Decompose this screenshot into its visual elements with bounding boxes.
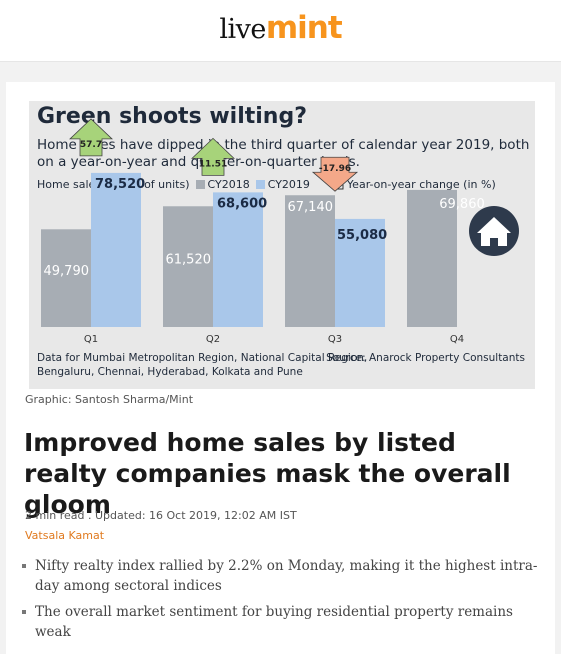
infographic-subtitle: Home sales have dipped in the third quar… bbox=[37, 137, 530, 170]
value-label-cy2018-q4: 69,860 bbox=[439, 197, 485, 212]
yoy-label-q1: 57.7 bbox=[80, 140, 102, 150]
legend-cy2018: CY2018 bbox=[207, 178, 250, 191]
yoy-down-arrow-icon bbox=[311, 156, 359, 192]
yoy-up-arrow-icon bbox=[191, 137, 235, 176]
value-label-cy2018-q2: 61,520 bbox=[166, 253, 212, 268]
value-label-cy2019-q3: 55,080 bbox=[337, 228, 387, 243]
value-label-cy2018-q3: 67,140 bbox=[288, 200, 334, 215]
category-label-q3: Q3 bbox=[328, 334, 342, 345]
legend-swatch-cy2018 bbox=[195, 180, 205, 189]
value-label-cy2019-q2: 68,600 bbox=[217, 196, 267, 211]
bar-cy2018-q3 bbox=[285, 195, 335, 327]
article-meta: 2 min read . Updated: 16 Oct 2019, 12:02… bbox=[25, 509, 297, 522]
site-header: livemint bbox=[0, 0, 561, 62]
data-source: Source: Anarock Property Consultants bbox=[326, 352, 525, 364]
value-label-cy2018-q1: 49,790 bbox=[44, 264, 90, 279]
livemint-logo[interactable]: livemint bbox=[0, 10, 561, 46]
home-sales-bar-chart: 78,520 49,790 Q1 57.7 68,600 61,520 Q2 11.51 55,… bbox=[41, 118, 519, 345]
author-link[interactable]: Vatsala Kamat bbox=[25, 529, 105, 542]
bar-cy2018-q1 bbox=[41, 229, 91, 327]
bullet-text: The overall market sentiment for buying … bbox=[35, 604, 513, 640]
summary-bullet: Nifty realty index rallied by 2.2% on Mo… bbox=[22, 556, 542, 596]
infographic-title: Green shoots wilting? bbox=[37, 104, 307, 129]
house-icon bbox=[469, 206, 519, 256]
category-label-q2: Q2 bbox=[206, 334, 220, 345]
logo-mint-text: mint bbox=[265, 10, 343, 46]
logo-live-text: live bbox=[219, 14, 266, 45]
legend-swatch-cy2019 bbox=[255, 180, 265, 189]
summary-bullets: Nifty realty index rallied by 2.2% on Mo… bbox=[22, 556, 542, 648]
summary-bullet: The overall market sentiment for buying … bbox=[22, 602, 542, 642]
bar-cy2018-q4 bbox=[407, 189, 457, 327]
bullet-icon bbox=[22, 564, 26, 568]
graphic-credit: Graphic: Santosh Sharma/Mint bbox=[25, 393, 194, 406]
bar-cy2018-q2 bbox=[163, 206, 213, 327]
value-label-cy2019-q1: 78,520 bbox=[95, 177, 145, 192]
yoy-label-q2: 11.51 bbox=[199, 159, 227, 169]
article-headline: Improved home sales by listed realty com… bbox=[24, 428, 511, 519]
bullet-text: Nifty realty index rallied by 2.2% on Mo… bbox=[35, 558, 538, 594]
category-label-q4: Q4 bbox=[450, 334, 464, 345]
bar-cy2019-q2 bbox=[213, 192, 263, 327]
yoy-up-arrow-icon bbox=[69, 118, 113, 157]
legend-yoy: Year-on-year change (in %) bbox=[346, 178, 496, 191]
bar-cy2019-q3 bbox=[335, 218, 385, 327]
yoy-label-q3: -17.96 bbox=[319, 164, 351, 174]
category-label-q1: Q1 bbox=[84, 334, 98, 345]
legend-cy2019: CY2019 bbox=[267, 178, 310, 191]
bar-cy2019-q1 bbox=[91, 172, 141, 327]
bullet-icon bbox=[22, 610, 26, 614]
data-note: Data for Mumbai Metropolitan Region, Nat… bbox=[37, 352, 368, 378]
